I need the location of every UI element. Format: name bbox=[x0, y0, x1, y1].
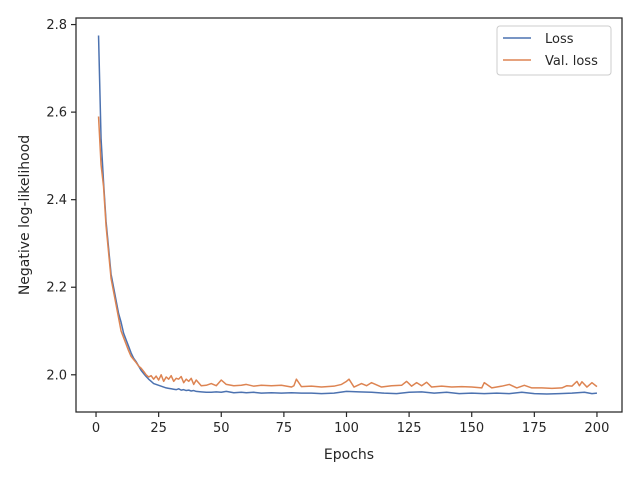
series-line-loss bbox=[97, 35, 598, 395]
x-tick-label: 100 bbox=[334, 421, 359, 436]
plot-area bbox=[97, 35, 598, 395]
y-tick-label: 2.2 bbox=[46, 281, 67, 296]
x-axis-label: Epochs bbox=[324, 447, 374, 463]
x-tick-label: 0 bbox=[92, 421, 100, 436]
series-line-val-loss bbox=[97, 116, 598, 390]
x-tick-label: 75 bbox=[276, 421, 293, 436]
legend-label-loss: Loss bbox=[545, 32, 574, 47]
x-tick-label: 175 bbox=[522, 421, 547, 436]
y-tick-label: 2.6 bbox=[46, 106, 67, 121]
y-axis-ticks: 2.0 2.2 2.4 2.6 2.8 bbox=[46, 18, 76, 383]
legend-label-val-loss: Val. loss bbox=[545, 54, 598, 69]
y-tick-label: 2.4 bbox=[46, 193, 67, 208]
x-tick-label: 25 bbox=[150, 421, 167, 436]
x-tick-label: 125 bbox=[397, 421, 422, 436]
x-tick-label: 150 bbox=[459, 421, 484, 436]
axes-frame bbox=[75, 17, 623, 413]
x-tick-label: 50 bbox=[213, 421, 230, 436]
x-axis-ticks: 0 25 50 75 100 125 150 175 200 bbox=[92, 412, 609, 436]
legend: Loss Val. loss bbox=[496, 25, 612, 76]
y-tick-label: 2.8 bbox=[46, 18, 67, 33]
y-axis-label: Negative log-likelihood bbox=[17, 135, 33, 295]
x-tick-label: 200 bbox=[585, 421, 610, 436]
y-tick-label: 2.0 bbox=[46, 368, 67, 383]
